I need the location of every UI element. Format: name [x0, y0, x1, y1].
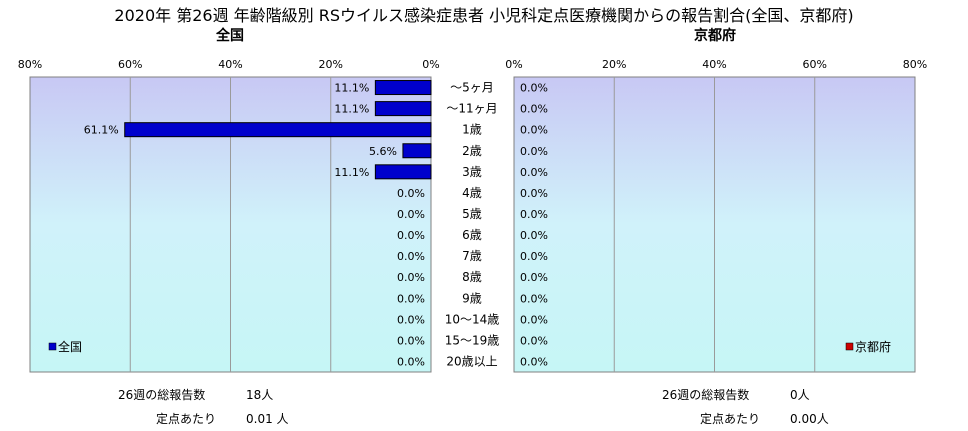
left-bar-label: 0.0%	[397, 187, 425, 200]
left-bar-label: 0.0%	[397, 334, 425, 347]
right-bar-label: 0.0%	[520, 292, 548, 305]
right-tick-label: 40%	[702, 58, 726, 71]
right-bar-label: 0.0%	[520, 250, 548, 263]
category-label: 15～19歳	[445, 333, 500, 347]
right-bar-label: 0.0%	[520, 187, 548, 200]
left-tick-label: 80%	[18, 58, 42, 71]
right-per-label: 定点あたり	[700, 412, 761, 426]
left-legend-label: 全国	[58, 339, 82, 354]
left-bar-label: 5.6%	[369, 145, 397, 158]
left-bar	[374, 164, 432, 180]
left-tick-label: 60%	[118, 58, 142, 71]
left-bar-label: 61.1%	[84, 124, 119, 137]
right-per-value: 0.00人	[790, 412, 829, 426]
right-legend-label: 京都府	[855, 339, 891, 354]
right-bar-label: 0.0%	[520, 355, 548, 368]
right-panel-title: 京都府	[694, 28, 736, 44]
category-label: 4歳	[462, 186, 482, 200]
chart-title: 2020年 第26週 年齢階級別 RSウイルス感染症患者 小児科定点医療機関から…	[114, 6, 854, 25]
right-bar-label: 0.0%	[520, 229, 548, 242]
left-bar	[402, 143, 432, 159]
left-bar-label: 0.0%	[397, 250, 425, 263]
right-bar-label: 0.0%	[520, 271, 548, 284]
left-bar	[374, 101, 432, 117]
category-label: ～5ヶ月	[450, 81, 494, 95]
right-tick-label: 60%	[803, 58, 827, 71]
left-tick-label: 20%	[319, 58, 343, 71]
category-label: 7歳	[462, 249, 482, 263]
left-tick-label: 0%	[422, 58, 439, 71]
right-bar-label: 0.0%	[520, 334, 548, 347]
right-tick-label: 0%	[505, 58, 522, 71]
left-panel-title: 全国	[216, 28, 244, 44]
category-label: 6歳	[462, 228, 482, 242]
right-bar-label: 0.0%	[520, 313, 548, 326]
left-bar-label: 11.1%	[334, 166, 369, 179]
left-total-value: 18人	[246, 388, 274, 402]
left-bar-label: 0.0%	[397, 292, 425, 305]
right-bar-label: 0.0%	[520, 103, 548, 116]
right-legend-swatch	[845, 342, 854, 351]
right-bar-label: 0.0%	[520, 82, 548, 95]
category-label: 8歳	[462, 270, 482, 284]
left-per-value: 0.01 人	[246, 412, 289, 426]
category-label: 10～14歳	[445, 312, 500, 326]
left-bar	[124, 122, 432, 138]
left-tick-label: 40%	[218, 58, 242, 71]
left-total-label: 26週の総報告数	[118, 388, 206, 402]
left-bar-label: 0.0%	[397, 229, 425, 242]
category-label: 20歳以上	[446, 354, 497, 368]
right-bar-label: 0.0%	[520, 124, 548, 137]
category-label: 1歳	[462, 123, 482, 137]
right-bar-label: 0.0%	[520, 145, 548, 158]
left-bar-label: 0.0%	[397, 313, 425, 326]
left-bar-label: 0.0%	[397, 271, 425, 284]
left-bar-label: 11.1%	[334, 82, 369, 95]
right-total-value: 0人	[790, 388, 810, 402]
left-bar	[374, 80, 432, 96]
left-bar-label: 11.1%	[334, 103, 369, 116]
left-legend-swatch	[48, 342, 57, 351]
right-bar-label: 0.0%	[520, 208, 548, 221]
category-label: 5歳	[462, 207, 482, 221]
left-bar-label: 0.0%	[397, 208, 425, 221]
right-total-label: 26週の総報告数	[662, 388, 750, 402]
right-bar-label: 0.0%	[520, 166, 548, 179]
category-label: 3歳	[462, 165, 482, 179]
category-label: 2歳	[462, 144, 482, 158]
right-tick-label: 80%	[903, 58, 927, 71]
category-label: ～11ヶ月	[446, 102, 497, 116]
left-per-label: 定点あたり	[156, 412, 217, 426]
left-bar-label: 0.0%	[397, 355, 425, 368]
right-tick-label: 20%	[602, 58, 626, 71]
category-label: 9歳	[462, 291, 482, 305]
